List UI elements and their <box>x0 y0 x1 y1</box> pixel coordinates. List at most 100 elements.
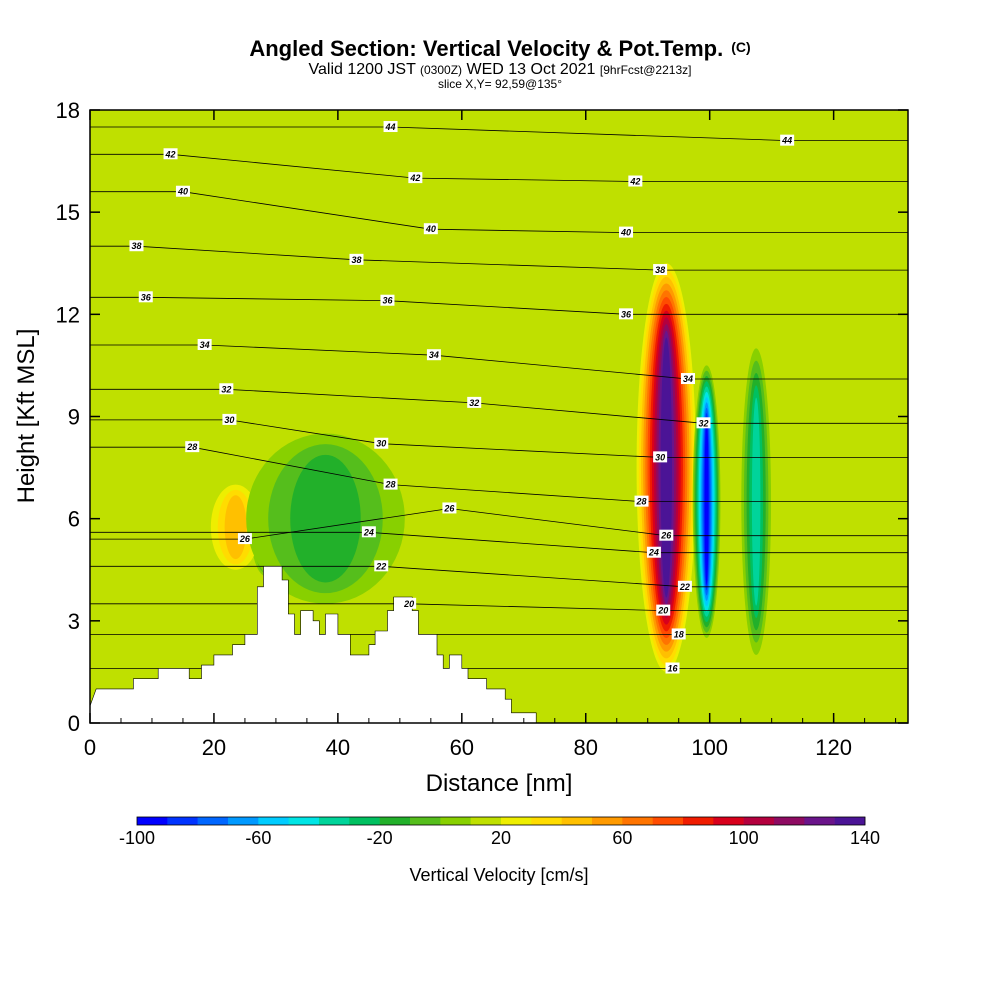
y-tick-label-5: 15 <box>56 200 80 225</box>
contour-label-box-24 <box>780 134 795 146</box>
contour-label-box-35 <box>671 628 686 640</box>
contour-label-10: 22 <box>375 561 386 571</box>
colorbar-swatch-5 <box>288 817 320 825</box>
contour-label-box-13 <box>383 478 398 490</box>
title-block: Angled Section: Vertical Velocity & Pot.… <box>0 0 1000 100</box>
colorbar-swatch-15 <box>592 817 623 825</box>
y-tick-label-3: 9 <box>68 405 80 430</box>
contour-label-box-32 <box>646 546 661 558</box>
colorbar-swatch-14 <box>561 817 593 825</box>
x-tick-label-1: 20 <box>202 735 226 760</box>
contour-label-box-26 <box>619 308 634 320</box>
contour-label-box-7 <box>163 148 178 160</box>
colorbar-swatch-2 <box>197 817 229 825</box>
contour-label-box-18 <box>349 253 364 265</box>
colorbar-swatch-3 <box>228 817 259 825</box>
colorbar-label-0: -100 <box>119 828 155 848</box>
contour-label-36: 16 <box>668 664 679 674</box>
contour-label-20: 42 <box>409 173 420 183</box>
contour-label-box-10 <box>374 560 389 572</box>
colorbar-swatch-8 <box>379 817 411 825</box>
colorbar-label-2: -20 <box>367 828 393 848</box>
colorbar-swatch-19 <box>713 817 744 825</box>
contour-label-34: 20 <box>657 606 668 616</box>
chart-title: Angled Section: Vertical Velocity & Pot.… <box>249 36 751 61</box>
contour-label-box-36 <box>665 662 680 674</box>
contour-label-box-25 <box>653 264 668 276</box>
field-base <box>90 110 908 723</box>
contour-label-box-1 <box>222 413 237 425</box>
colorbar-swatch-6 <box>319 817 350 825</box>
colorbar-swatch-16 <box>622 817 653 825</box>
contour-label-box-11 <box>402 597 417 609</box>
colorbar-swatch-17 <box>652 817 684 825</box>
contour-label-12: 30 <box>376 439 386 449</box>
x-tick-label-3: 60 <box>450 735 474 760</box>
contour-label-box-31 <box>659 529 674 541</box>
contour-label-21: 44 <box>385 122 396 132</box>
contour-label-6: 40 <box>177 187 188 197</box>
colorbar-label-6: 140 <box>850 828 880 848</box>
contour-line-44 <box>90 126 908 141</box>
contour-label-box-9 <box>361 526 376 538</box>
contour-label-9: 24 <box>363 527 374 537</box>
colorbar-swatch-21 <box>774 817 805 825</box>
contour-label-box-20 <box>408 172 423 184</box>
y-tick-label-6: 18 <box>56 98 80 123</box>
contour-label-16: 34 <box>429 350 439 360</box>
colorbar-swatch-4 <box>258 817 289 825</box>
chart-subtitle: Valid 1200 JST (0300Z) WED 13 Oct 2021 [… <box>308 61 692 78</box>
contour-label-box-2 <box>219 383 234 395</box>
contour-label-35: 18 <box>674 629 684 639</box>
contour-label-box-6 <box>175 185 190 197</box>
colorbar-swatch-7 <box>349 817 380 825</box>
contour-label-22: 40 <box>620 228 631 238</box>
y-tick-label-2: 6 <box>68 507 80 532</box>
x-axis-title: Distance [nm] <box>426 770 573 797</box>
terrain-mask <box>90 566 537 723</box>
contour-label-4: 36 <box>141 292 152 302</box>
contour-label-box-19 <box>423 223 438 235</box>
contour-label-box-28 <box>696 417 711 429</box>
colorbar-swatch-1 <box>167 817 198 825</box>
colorbar-label-5: 100 <box>729 828 759 848</box>
colorbar-label-1: -60 <box>245 828 271 848</box>
y-tick-label-4: 12 <box>56 302 80 327</box>
contour-label-19: 40 <box>425 224 436 234</box>
contour-label-18: 38 <box>351 255 361 265</box>
velocity-cell-4-2 <box>290 454 361 583</box>
y-axis-title: Height [Kft MSL] <box>13 329 40 504</box>
contour-label-3: 34 <box>200 340 210 350</box>
contour-label-box-27 <box>681 373 696 385</box>
contour-label-7: 42 <box>165 149 176 159</box>
x-tick-label-4: 80 <box>574 735 598 760</box>
contour-label-1: 30 <box>224 415 234 425</box>
contour-labels: 2830323436384042262422203028263234363840… <box>129 121 795 674</box>
contour-label-11: 20 <box>403 599 414 609</box>
velocity-cell-3-2 <box>224 495 247 560</box>
colorbar-frame <box>136 816 866 826</box>
contour-label-box-22 <box>619 226 634 238</box>
colorbar-swatch-18 <box>683 817 714 825</box>
colorbar-title: Vertical Velocity [cm/s] <box>409 865 588 885</box>
colorbar-swatch-13 <box>531 817 562 825</box>
colorbar-swatch-11 <box>470 817 502 825</box>
contour-label-box-0 <box>185 441 200 453</box>
contour-label-box-15 <box>467 396 482 408</box>
contour-label-23: 42 <box>629 177 640 187</box>
contour-line-24 <box>90 531 908 554</box>
y-tick-label-1: 3 <box>68 609 80 634</box>
plot-background <box>90 110 908 723</box>
contour-label-8: 26 <box>239 534 251 544</box>
colorbar-label-3: 20 <box>491 828 511 848</box>
velocity-cell-0-12 <box>662 344 670 591</box>
contour-label-box-29 <box>653 451 668 463</box>
contour-label-box-23 <box>628 175 643 187</box>
contour-label-26: 36 <box>621 309 632 319</box>
contour-label-box-16 <box>426 349 441 361</box>
contour-label-box-21 <box>383 121 398 133</box>
slice-info: slice X,Y= 92,59@135° <box>437 77 563 91</box>
contour-label-17: 36 <box>382 296 393 306</box>
contour-line-22 <box>90 565 908 588</box>
